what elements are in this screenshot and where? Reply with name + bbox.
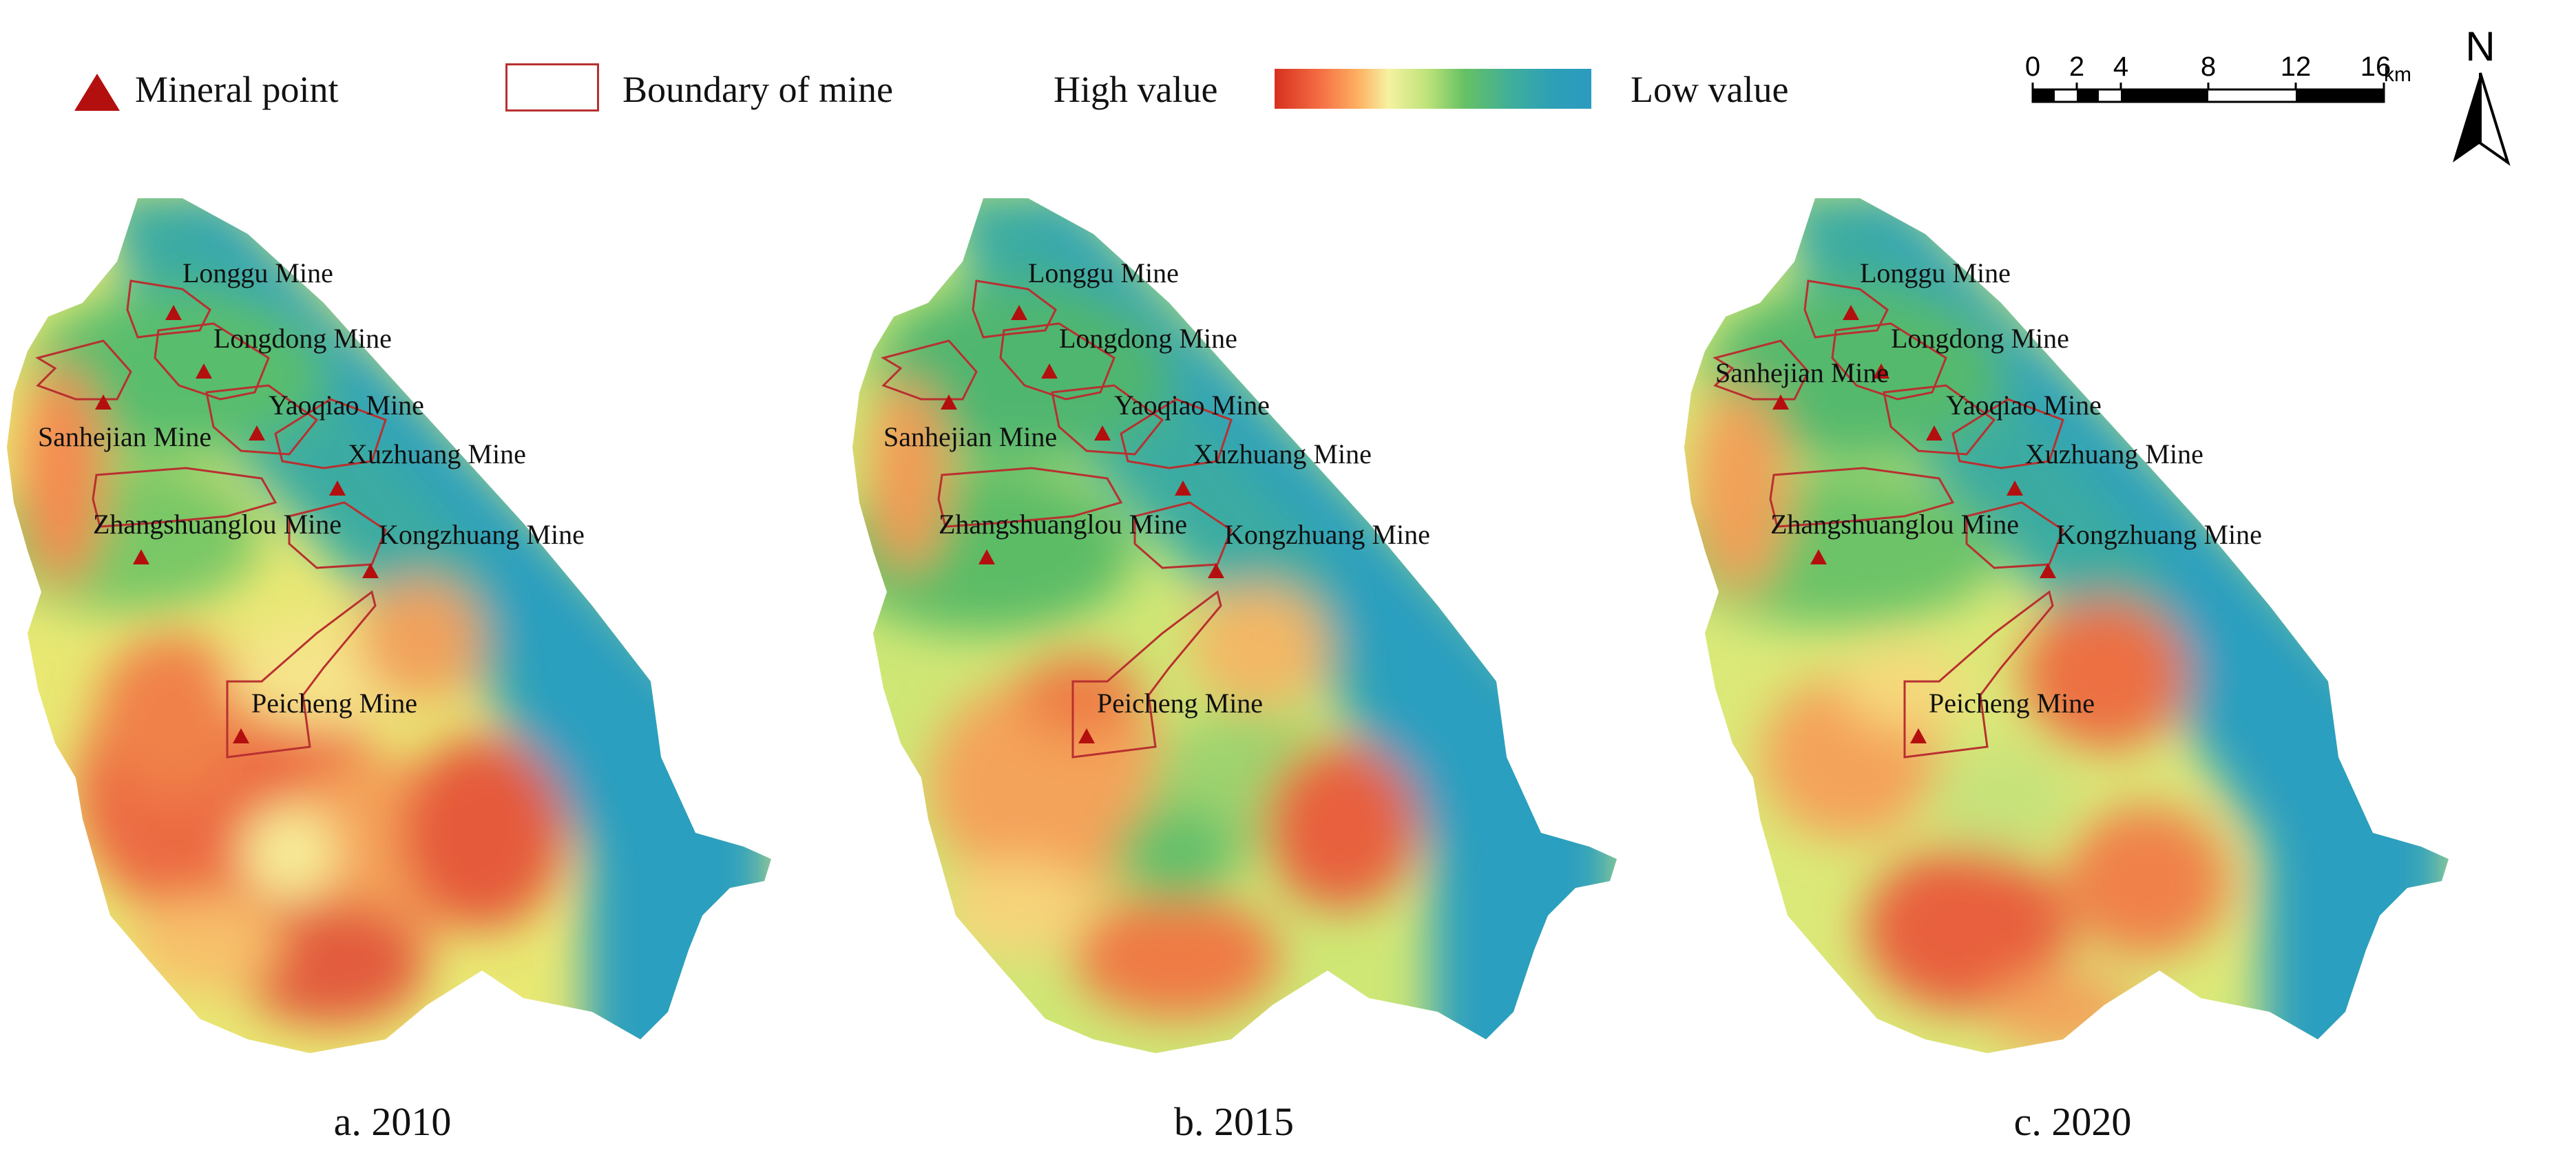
label-peicheng: Peicheng Mine [1929, 688, 2095, 719]
scale-unit: km [2384, 63, 2410, 86]
legend-boundary-label: Boundary of mine [622, 69, 893, 110]
mineral-point-marker [1843, 305, 1859, 320]
mineral-point-marker [1175, 480, 1191, 496]
mineral-point-marker [233, 728, 249, 743]
map-legend: Mineral point Boundary of mine High valu… [0, 0, 2576, 179]
panel-caption-2015: b. 2015 [1174, 1099, 1294, 1144]
mineral-points-2010 [95, 305, 379, 743]
value-color-ramp [1275, 69, 1591, 109]
label-longdong: Longdong Mine [1059, 323, 1237, 354]
label-xuzhuang: Xuzhuang Mine [2025, 438, 2203, 469]
label-yaoqiao: Yaoqiao Mine [1114, 390, 1270, 421]
label-longgu: Longgu Mine [1860, 257, 2011, 288]
north-arrow-dark-half [2453, 73, 2480, 162]
scale-tick-2: 2 [2069, 52, 2084, 82]
scale-tick-16: 16 [2360, 52, 2391, 82]
map-panel-2015: Longgu Mine Longdong Mine Yaoqiao Mine S… [852, 198, 1617, 1053]
label-longdong: Longdong Mine [213, 323, 392, 354]
label-zhangshuanglou: Zhangshuanglou Mine [93, 509, 342, 540]
label-longdong: Longdong Mine [1891, 323, 2069, 354]
mineral-point-marker [1873, 363, 1889, 379]
label-yaoqiao: Yaoqiao Mine [1946, 390, 2102, 421]
legend-mineral-point-label: Mineral point [135, 69, 339, 110]
panel-caption-2020: c. 2020 [2013, 1099, 2132, 1144]
mineral-point-marker [95, 394, 112, 410]
mine-boundaries-2015 [881, 279, 1233, 759]
scale-tick-0: 0 [2025, 52, 2040, 82]
north-arrow-light-half [2479, 72, 2511, 166]
scale-tick-12: 12 [2281, 52, 2312, 82]
mine-boundaries-2010 [35, 279, 387, 759]
mineral-point-marker [941, 394, 957, 410]
north-label: N [2465, 23, 2495, 70]
boundary-of-mine-swatch [505, 63, 599, 112]
mineral-point-marker [165, 305, 182, 320]
label-zhangshuanglou: Zhangshuanglou Mine [1770, 509, 2019, 540]
mine-boundaries-2020 [1713, 279, 2064, 759]
label-xuzhuang: Xuzhuang Mine [1193, 438, 1372, 469]
mineral-point-marker [1094, 425, 1111, 441]
map-panel-2010: Longgu Mine Longdong Mine Yaoqiao Mine S… [7, 198, 771, 1053]
label-sanhejian: Sanhejian Mine [38, 421, 211, 452]
label-peicheng: Peicheng Mine [251, 688, 417, 719]
scale-tick-8: 8 [2201, 52, 2216, 82]
mineral-points-2020 [1772, 305, 2056, 743]
label-longgu: Longgu Mine [182, 257, 333, 288]
mineral-point-marker [249, 425, 265, 441]
mineral-point-marker [196, 363, 212, 379]
mineral-point-marker [1208, 563, 1224, 578]
legend-high-value-label: High value [1054, 69, 1218, 110]
mine-labels-2015: Longgu Mine Longdong Mine Yaoqiao Mine S… [883, 257, 1430, 719]
mineral-point-marker [1078, 728, 1095, 743]
mineral-point-marker [2040, 563, 2056, 578]
mineral-point-marker [1910, 728, 1927, 743]
label-longgu: Longgu Mine [1028, 257, 1179, 288]
mineral-point-marker [1772, 394, 1789, 410]
north-arrow-icon: N [2453, 23, 2511, 166]
mineral-point-marker [1810, 549, 1827, 564]
mineral-points-2015 [941, 305, 1224, 743]
scale-tick-4: 4 [2113, 52, 2128, 82]
mineral-point-marker [978, 549, 995, 564]
label-kongzhuang: Kongzhuang Mine [379, 519, 585, 550]
panel-caption-2010: a. 2010 [333, 1099, 452, 1144]
label-sanhejian: Sanhejian Mine [883, 421, 1057, 452]
scale-bar: 0 2 4 8 12 16 km [2025, 52, 2410, 103]
label-sanhejian: Sanhejian Mine [1715, 357, 1889, 388]
mineral-point-marker [133, 549, 149, 564]
mineral-point-marker [1041, 363, 1058, 379]
label-zhangshuanglou: Zhangshuanglou Mine [939, 509, 1187, 540]
label-kongzhuang: Kongzhuang Mine [2056, 519, 2262, 550]
label-xuzhuang: Xuzhuang Mine [348, 438, 526, 469]
mineral-point-marker [1011, 305, 1027, 320]
mine-labels-2020: Longgu Mine Longdong Mine Yaoqiao Mine S… [1715, 257, 2262, 719]
label-yaoqiao: Yaoqiao Mine [269, 390, 424, 421]
label-kongzhuang: Kongzhuang Mine [1224, 519, 1430, 550]
mineral-point-marker [2007, 480, 2023, 496]
legend-low-value-label: Low value [1631, 69, 1789, 110]
mineral-point-marker [362, 563, 379, 578]
map-panel-2020: Longgu Mine Longdong Mine Yaoqiao Mine S… [1684, 198, 2449, 1053]
mineral-point-marker-icon [74, 74, 120, 111]
mine-labels-2010: Longgu Mine Longdong Mine Yaoqiao Mine S… [38, 257, 585, 719]
label-peicheng: Peicheng Mine [1097, 688, 1263, 719]
scale-bar-segments [2031, 83, 2385, 103]
mineral-point-marker [329, 480, 346, 496]
mineral-point-marker [1926, 425, 1943, 441]
